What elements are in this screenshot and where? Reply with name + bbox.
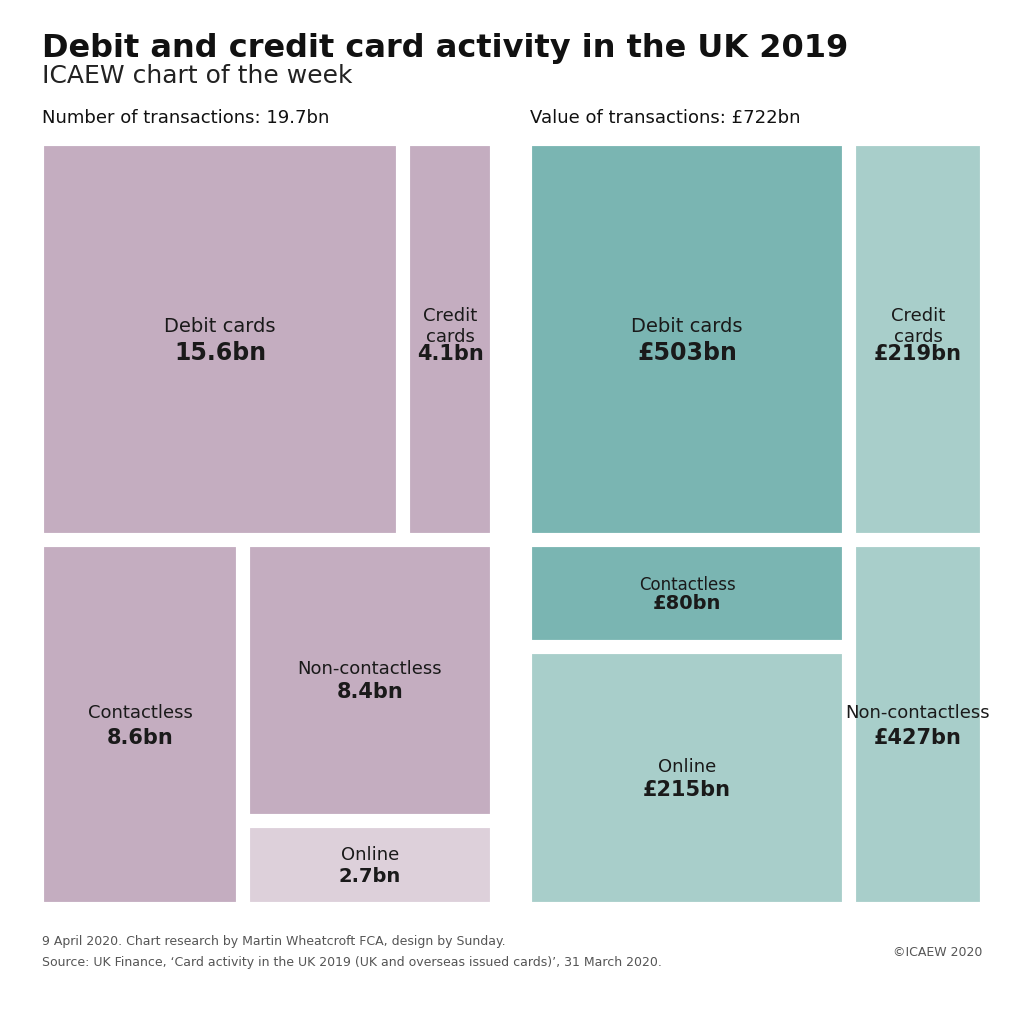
Text: 9 April 2020. Chart research by Martin Wheatcroft FCA, design by Sunday.
Source:: 9 April 2020. Chart research by Martin W… [42, 935, 662, 969]
Text: 15.6bn: 15.6bn [174, 341, 266, 366]
Text: £427bn: £427bn [874, 727, 962, 748]
Text: ©ICAEW 2020: ©ICAEW 2020 [893, 945, 982, 958]
Text: Debit cards: Debit cards [164, 317, 275, 336]
Text: 8.4bn: 8.4bn [337, 683, 403, 702]
Text: £219bn: £219bn [874, 343, 962, 364]
Bar [248, 826, 492, 904]
Text: 2.7bn: 2.7bn [339, 866, 401, 886]
Text: Credit
cards: Credit cards [423, 307, 477, 346]
Text: Debit and credit card activity in the UK 2019: Debit and credit card activity in the UK… [42, 34, 848, 65]
Bar [530, 144, 844, 535]
Text: Non-contactless: Non-contactless [298, 660, 442, 679]
Text: 8.6bn: 8.6bn [106, 727, 173, 748]
Text: Value of transactions: £722bn: Value of transactions: £722bn [530, 109, 801, 127]
Bar [42, 144, 398, 535]
Text: Online: Online [657, 758, 716, 776]
Text: £503bn: £503bn [637, 341, 737, 366]
Bar [854, 545, 982, 904]
Text: £80bn: £80bn [653, 594, 721, 613]
Bar [530, 545, 844, 642]
Bar [530, 652, 844, 904]
Bar [408, 144, 492, 535]
Bar [42, 545, 238, 904]
Text: £215bn: £215bn [643, 780, 731, 800]
Text: Contactless: Contactless [639, 575, 735, 594]
Text: Debit cards: Debit cards [631, 317, 742, 336]
Text: Credit
cards: Credit cards [891, 307, 945, 346]
Text: Contactless: Contactless [88, 703, 193, 722]
Text: Number of transactions: 19.7bn: Number of transactions: 19.7bn [42, 109, 330, 127]
Text: Online: Online [341, 846, 399, 864]
Text: Non-contactless: Non-contactless [846, 703, 990, 722]
Text: ICAEW chart of the week: ICAEW chart of the week [42, 63, 352, 88]
Bar [854, 144, 982, 535]
Text: 4.1bn: 4.1bn [417, 343, 483, 364]
Bar [248, 545, 492, 816]
